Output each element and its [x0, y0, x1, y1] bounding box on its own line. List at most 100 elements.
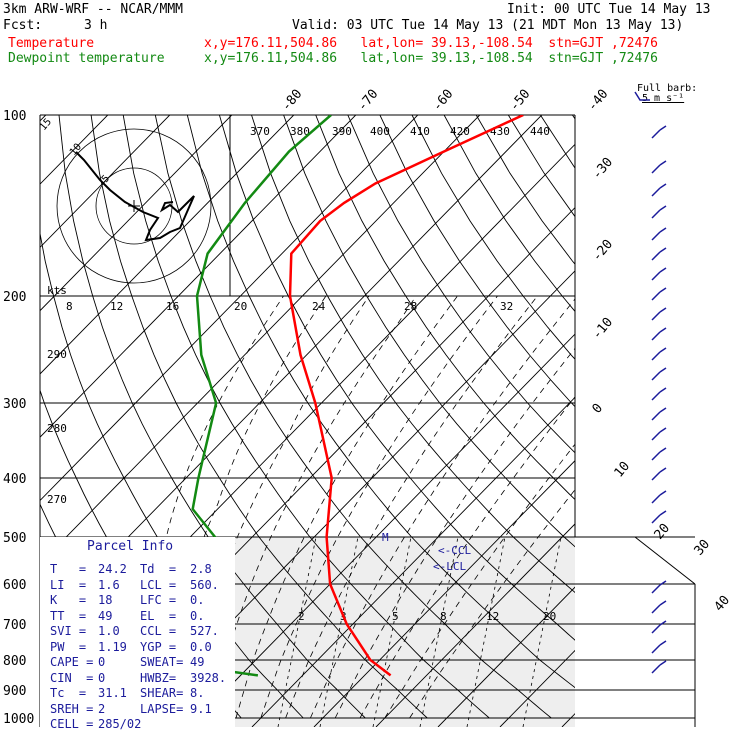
- parcel-value: 0: [98, 670, 106, 685]
- wind-barb-shaft: [651, 584, 661, 594]
- mixing-ratio-line: [522, 536, 562, 727]
- forecast-hour: 3 h: [84, 18, 108, 33]
- pressure-label-200: 200: [3, 290, 26, 305]
- parcel-value: 285/02: [98, 717, 142, 731]
- isotherm-line: [251, 396, 575, 727]
- wind-barb-shaft: [651, 351, 661, 361]
- wind-barb-shaft: [651, 331, 661, 341]
- isotherm-line: [40, 115, 233, 312]
- parcel-value: 1.19: [98, 639, 127, 654]
- isotherm-label-top: -40: [585, 87, 612, 115]
- parcel-value: 49: [98, 608, 113, 623]
- parcel-key: Td =: [140, 562, 177, 576]
- isotherm-line: [375, 523, 575, 727]
- wind-barb-flag: [659, 510, 667, 516]
- parcel-info-panel: Parcel Info T = 24.2 Td = 2.8 LI = 1.6 LCL = 56…: [40, 537, 235, 731]
- theta-label-top: 440: [530, 125, 550, 138]
- dry-adiabat: [90, 115, 428, 719]
- wind-barb-flag: [659, 467, 667, 473]
- theta-label-top: 380: [290, 125, 310, 138]
- wind-barb-flag: [659, 490, 667, 496]
- parcel-value: 0.0: [190, 639, 212, 654]
- isotherm-line: [313, 460, 575, 727]
- forecast-label: Fcst:: [3, 18, 43, 33]
- mixing-ratio-label: 8: [440, 610, 447, 623]
- wind-barb-shaft: [651, 291, 661, 301]
- theta-e-label: 32: [500, 300, 513, 313]
- theta-e-label: 20: [234, 300, 247, 313]
- parcel-value: 1.0: [98, 624, 120, 638]
- parcel-value: 49: [190, 655, 205, 669]
- theta-label-left: 280: [47, 422, 67, 435]
- dewpoint-legend: Dewpoint temperature: [8, 51, 165, 66]
- parcel-value: 3928.: [190, 670, 227, 685]
- parcel-key: SVI =: [50, 624, 87, 638]
- isotherm-label-right: -20: [590, 237, 617, 265]
- parcel-value: 1.6: [98, 577, 120, 592]
- wind-barbs: [634, 91, 667, 674]
- parcel-key: LCL =: [140, 577, 177, 592]
- init-time: Init: 00 UTC Tue 14 May 13: [507, 2, 711, 17]
- wind-barb-flag: [659, 387, 667, 393]
- wind-barb-flag: [659, 307, 667, 313]
- barb-scale-glyph: [634, 91, 650, 101]
- dry-adiabat: [154, 115, 552, 719]
- pressure-label-600: 600: [3, 578, 26, 593]
- wind-barb-shaft: [651, 431, 661, 441]
- wind-barb-shaft: [651, 624, 661, 634]
- parcel-value: 31.1: [98, 686, 127, 700]
- parcel-value: 0: [98, 655, 106, 669]
- pressure-label-300: 300: [3, 397, 26, 412]
- temperature-legend: Temperature: [8, 36, 95, 51]
- mixing-ratio-label: 12: [486, 610, 499, 623]
- dry-adiabat: [251, 115, 575, 594]
- wind-barb-shaft: [651, 644, 661, 654]
- moist-adiabat: [310, 298, 575, 719]
- parcel-key: K =: [50, 593, 87, 607]
- barb-column-background: [575, 537, 695, 727]
- wind-barb-shaft: [651, 494, 661, 504]
- theta-e-label: 8: [66, 300, 73, 313]
- theta-label-top: 420: [450, 125, 470, 138]
- dry-adiabat: [315, 115, 575, 501]
- parcel-key: LI =: [50, 577, 87, 592]
- isotherm-line: [40, 115, 357, 438]
- wind-barb-flag: [659, 367, 667, 373]
- isotherm-label-right: -10: [590, 315, 617, 343]
- wind-barb-shaft: [651, 187, 661, 197]
- isotherm-label-top: -70: [355, 87, 382, 115]
- parcel-key: HWBZ=: [140, 670, 177, 685]
- theta-label-top: 410: [410, 125, 430, 138]
- mixing-ratio-line: [319, 536, 359, 727]
- wind-barb-flag: [659, 447, 667, 453]
- pressure-label-100: 100: [3, 109, 26, 124]
- isotherm-line: [40, 115, 295, 375]
- parcel-key: CAPE =: [50, 655, 94, 669]
- wind-barb-flag: [659, 427, 667, 433]
- hodograph-ring: [56, 128, 212, 284]
- parcel-value: 2: [98, 701, 106, 716]
- parcel-value: 560.: [190, 577, 219, 592]
- profile-annotation: <-LCL: [433, 560, 466, 573]
- mixing-ratio-line: [466, 536, 506, 727]
- wind-barb-flag: [659, 407, 667, 413]
- dry-adiabat: [283, 115, 575, 548]
- parcel-value: 9.1: [190, 701, 212, 716]
- parcel-key: CELL =: [50, 717, 94, 731]
- wind-barb-shaft: [651, 371, 661, 381]
- wind-barb-shaft: [651, 514, 661, 524]
- parcel-key: Tc =: [50, 686, 87, 700]
- parcel-key: YGP =: [140, 639, 177, 654]
- parcel-value: 0.: [190, 593, 205, 607]
- mixing-ratio-label: 20: [543, 610, 556, 623]
- wind-barb-shaft: [651, 664, 661, 674]
- parcel-key: TT =: [50, 608, 87, 623]
- isotherm-line: [40, 115, 171, 249]
- parcel-key: EL =: [140, 608, 177, 623]
- dry-adiabat: [411, 115, 575, 360]
- parcel-info-title: Parcel Info: [87, 539, 174, 554]
- hodograph-trace: [75, 151, 195, 242]
- isotherm-line: [437, 586, 575, 727]
- parcel-value: 0.: [190, 608, 205, 623]
- profile-annotation: <-CCL: [438, 544, 471, 557]
